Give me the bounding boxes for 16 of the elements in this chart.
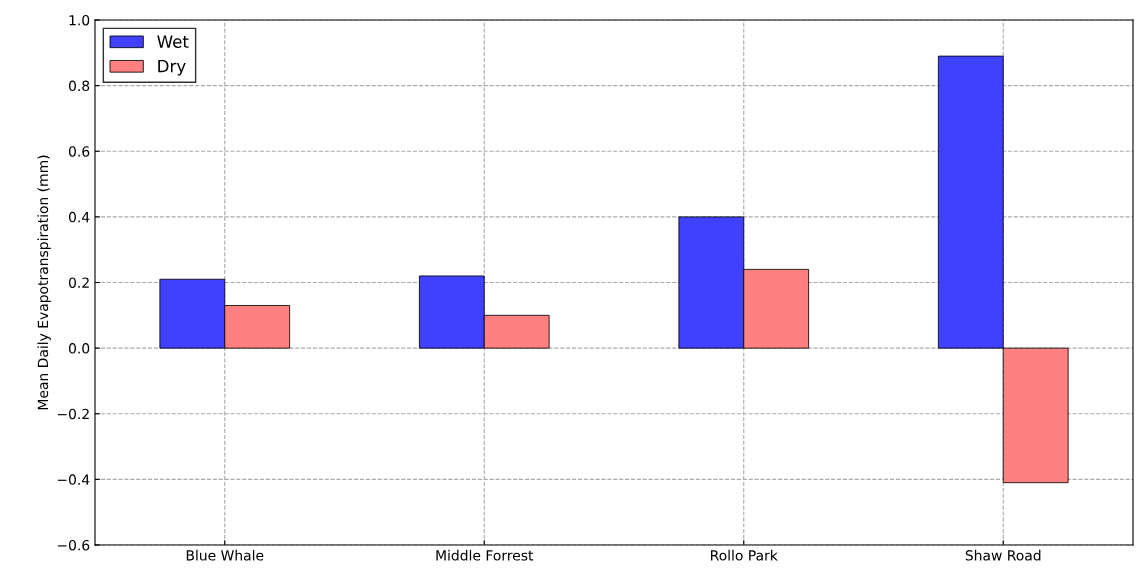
y-tick-label: 1.0 (69, 14, 90, 26)
x-tick-label: Middle Forrest (436, 549, 534, 561)
y-tick-label: 0.2 (68, 277, 89, 288)
y-axis-title: Mean Daily Evapotranspiration (mm) (37, 155, 51, 410)
y-tick-label: 0.4 (68, 211, 90, 223)
x-tick-label: Shaw Road (965, 549, 1041, 561)
y-tick-label: −0.4 (57, 474, 90, 485)
legend-label: Wet (157, 35, 189, 48)
y-tick-label: 0.8 (68, 80, 90, 92)
y-tick-label: 0.0 (68, 343, 90, 354)
x-tick-label: Blue Whale (186, 549, 264, 561)
y-tick-label: −0.6 (57, 539, 90, 551)
x-tick-label: Rollo Park (711, 549, 778, 561)
y-tick-label: −0.2 (57, 408, 89, 420)
legend-label: Dry (158, 59, 186, 76)
y-tick-label: 0.6 (68, 146, 90, 157)
